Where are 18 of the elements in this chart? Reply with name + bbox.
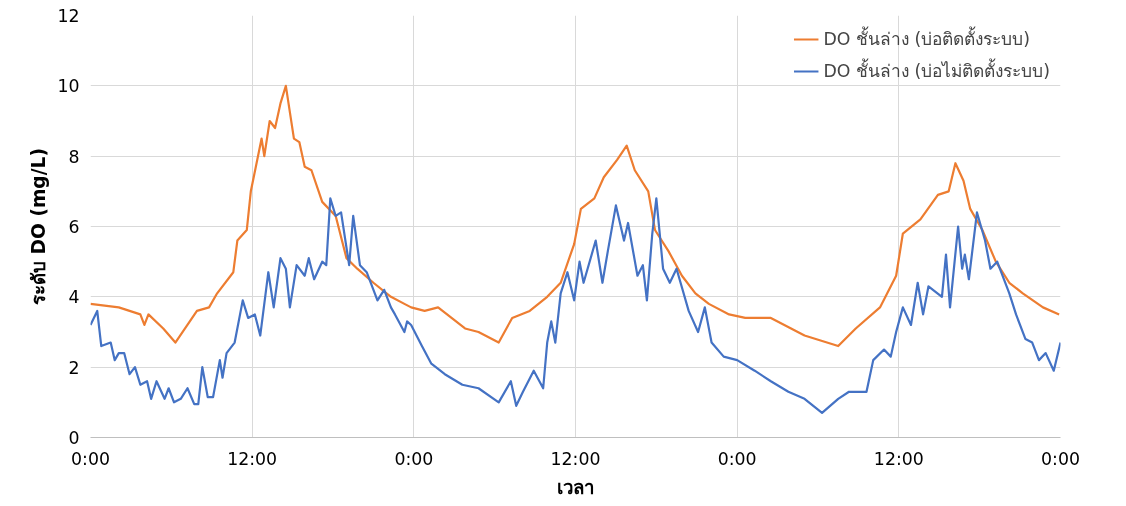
x-tick-label: 0:00	[717, 448, 757, 469]
y-tick-label: 0	[68, 428, 80, 448]
y-tick-label: 10	[57, 76, 80, 97]
x-axis-title: เวลา	[557, 476, 594, 498]
y-tick-label: 6	[68, 217, 80, 237]
y-tick-label: 4	[68, 287, 80, 308]
y-axis-title: ระดับ DO (mg/L)	[28, 148, 50, 305]
x-tick-label: 12:00	[550, 448, 601, 469]
legend-label: DO ชั้นล่าง (บ่อติดตั้งระบบ)	[823, 25, 1030, 51]
x-tick-label: 0:00	[1041, 448, 1080, 469]
x-tick-label: 0:00	[394, 448, 434, 469]
y-tick-label: 8	[68, 146, 80, 167]
y-tick-label: 12	[57, 6, 80, 26]
x-tick-label: 12:00	[873, 448, 924, 469]
x-tick-label: 0:00	[71, 448, 110, 469]
y-tick-label: 2	[68, 357, 80, 378]
x-tick-label: 12:00	[227, 448, 278, 469]
legend-label: DO ชั้นล่าง (บ่อไม่ติดตั้งระบบ)	[823, 57, 1050, 83]
